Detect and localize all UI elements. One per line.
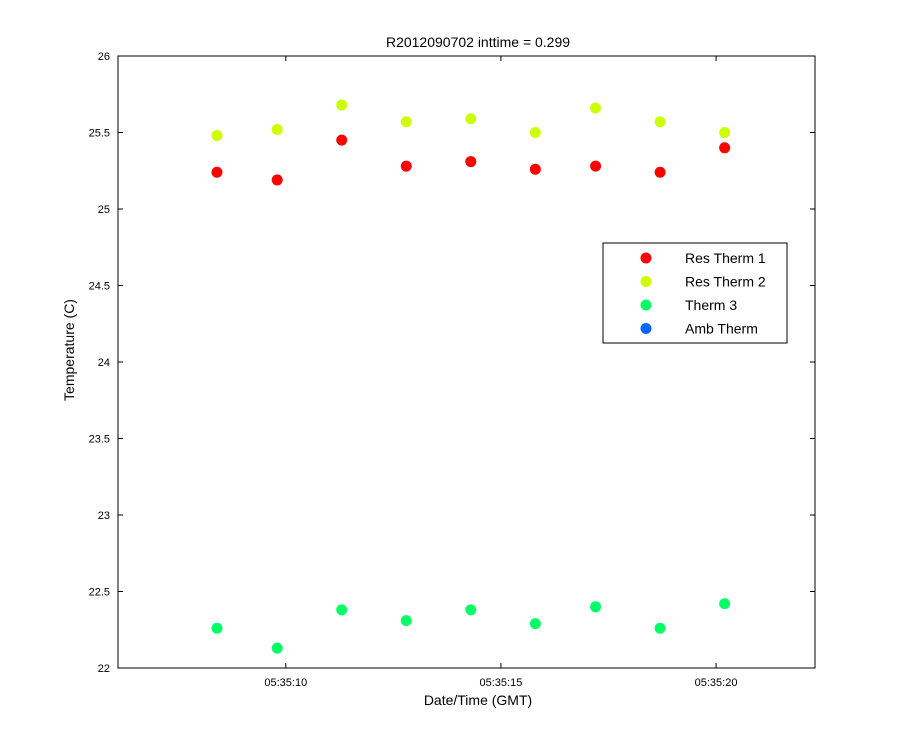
point-res-therm-2 bbox=[271, 123, 283, 135]
y-tick-label: 23 bbox=[98, 510, 110, 522]
legend-box bbox=[602, 242, 788, 344]
y-axis: 22 22.5 23 23.5 24 24.5 25 25.5 26 bbox=[89, 51, 815, 675]
point-res-therm-2 bbox=[590, 102, 602, 114]
point-res-therm-1 bbox=[271, 174, 283, 186]
x-axis-label: Date/Time (GMT) bbox=[424, 692, 532, 708]
point-therm-3 bbox=[400, 615, 412, 627]
y-axis-label: Temperature (C) bbox=[61, 299, 77, 401]
y-tick-label: 24.5 bbox=[89, 281, 110, 293]
legend-marker-res-therm-2 bbox=[640, 276, 652, 287]
point-res-therm-2 bbox=[336, 99, 348, 111]
y-tick-label: 22 bbox=[98, 663, 110, 675]
point-therm-3 bbox=[271, 642, 283, 654]
point-therm-3 bbox=[465, 604, 477, 616]
legend-marker-therm-3 bbox=[640, 299, 652, 311]
legend-label-res-therm-2: Res Therm 2 bbox=[685, 274, 766, 290]
point-res-therm-2 bbox=[654, 116, 666, 128]
point-res-therm-2 bbox=[465, 113, 477, 125]
point-therm-3 bbox=[529, 618, 541, 630]
point-res-therm-1 bbox=[211, 166, 223, 178]
y-tick-label: 25 bbox=[98, 204, 110, 216]
y-tick-label: 26 bbox=[98, 51, 110, 63]
point-therm-3 bbox=[336, 604, 348, 616]
point-res-therm-2 bbox=[211, 130, 223, 142]
chart-title: R2012090702 inttime = 0.299 bbox=[386, 34, 570, 50]
point-res-therm-2 bbox=[529, 127, 541, 138]
point-res-therm-1 bbox=[529, 163, 541, 175]
legend-marker-res-therm-1 bbox=[640, 252, 652, 264]
y-tick-label: 25.5 bbox=[89, 128, 110, 140]
point-res-therm-1 bbox=[654, 166, 666, 178]
point-res-therm-2 bbox=[400, 116, 412, 128]
y-tick-label: 23.5 bbox=[89, 434, 110, 446]
x-axis: 05:35:10 05:35:15 05:35:20 bbox=[264, 56, 737, 689]
legend: Res Therm 1 Res Therm 2 Therm 3 Amb Therm bbox=[602, 242, 788, 344]
y-tick-label: 22.5 bbox=[89, 587, 110, 599]
x-tick-label: 05:35:10 bbox=[264, 677, 307, 689]
y-tick-label: 24 bbox=[98, 357, 110, 369]
legend-label-amb-therm: Amb Therm bbox=[685, 321, 758, 337]
point-therm-3 bbox=[590, 601, 602, 613]
data-points bbox=[211, 99, 731, 654]
plot-area bbox=[117, 55, 816, 669]
point-therm-3 bbox=[654, 622, 666, 634]
point-res-therm-1 bbox=[590, 160, 602, 172]
point-res-therm-1 bbox=[336, 134, 348, 146]
legend-label-therm-3: Therm 3 bbox=[685, 297, 737, 313]
point-res-therm-2 bbox=[719, 127, 731, 138]
point-res-therm-1 bbox=[719, 142, 731, 154]
x-tick-label: 05:35:20 bbox=[695, 677, 738, 689]
point-therm-3 bbox=[211, 622, 223, 634]
x-tick-label: 05:35:15 bbox=[480, 677, 523, 689]
point-therm-3 bbox=[719, 598, 731, 610]
point-res-therm-1 bbox=[400, 160, 412, 172]
legend-label-res-therm-1: Res Therm 1 bbox=[685, 250, 766, 266]
legend-marker-amb-therm bbox=[640, 323, 652, 334]
point-res-therm-1 bbox=[465, 156, 477, 168]
